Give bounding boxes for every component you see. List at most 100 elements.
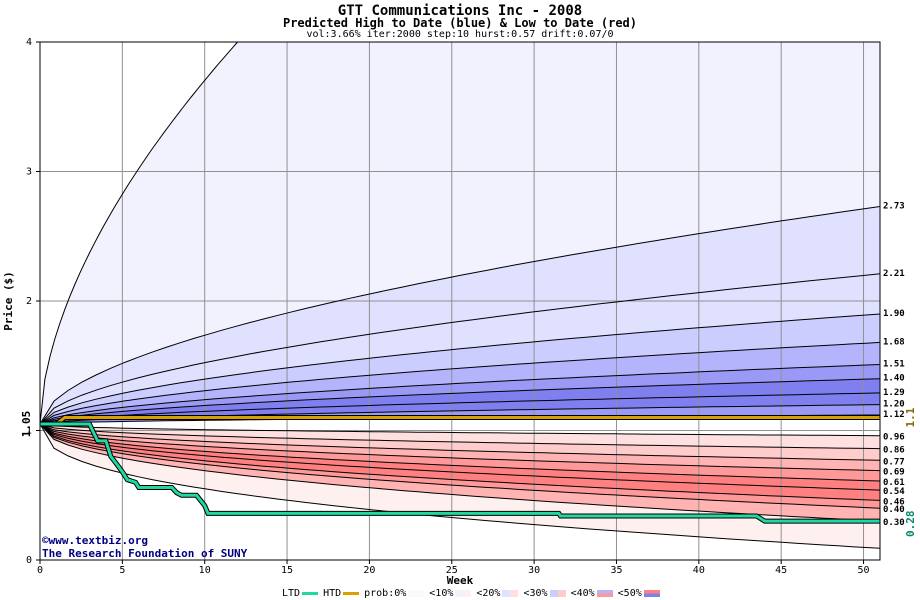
ltd-line [40, 422, 880, 523]
legend-b30: <30% [523, 588, 567, 599]
low-band-6 [40, 424, 880, 501]
low-quantile-label-3: 0.77 [883, 457, 905, 467]
y-tick-label-4: 4 [26, 37, 32, 48]
x-tick-label-5: 5 [119, 565, 125, 576]
x-axis-title: Week [447, 574, 474, 587]
high-quantile-line-7 [39, 392, 881, 425]
high-band-3 [40, 314, 880, 424]
low-band-7 [40, 424, 880, 509]
legend-htd-swatch [343, 592, 360, 595]
chart-title: GTT Communications Inc - 2008 [337, 3, 583, 19]
low-quantile-label-6: 0.54 [883, 487, 905, 497]
x-tick-label-30: 30 [528, 565, 540, 576]
legend-b50: <50% [618, 588, 662, 599]
high-quantile-line-6 [39, 378, 881, 425]
legend-b30-swatch [549, 590, 566, 597]
low-quantile-line-4 [39, 423, 881, 472]
legend-prob0-swatch [408, 590, 425, 597]
low-quantile-label-1: 0.96 [883, 433, 905, 443]
high-quantile-label-1: 2.73 [883, 201, 905, 211]
high-band-1 [40, 206, 880, 424]
high-quantile-line-4 [39, 341, 881, 425]
high-band-outer [40, 42, 880, 424]
chart-legend: LTD HTD prob:0% <10% <20% <30% [0, 588, 920, 600]
legend-b40: <40% [571, 588, 615, 599]
legend-b40-swatch [596, 590, 613, 597]
x-tick-label-15: 15 [281, 565, 293, 576]
high-quantile-line-2 [39, 273, 881, 425]
low-band-1 [40, 424, 880, 449]
low-band-3 [40, 424, 880, 471]
low-quantile-label-7: 0.46 [883, 497, 905, 507]
high-quantile-line-3 [39, 313, 881, 425]
x-tick-label-10: 10 [199, 565, 211, 576]
high-quantile-label-7: 1.29 [883, 388, 905, 398]
legend-b20: <20% [476, 588, 520, 599]
low-quantile-line-8 [39, 423, 881, 509]
low-quantile-label-5: 0.61 [883, 478, 905, 488]
low-quantile-line-7 [39, 423, 881, 501]
y-tick-label-1: 1 [26, 426, 32, 437]
legend-b50-swatch [643, 590, 660, 597]
low-quantile-line-5 [39, 423, 881, 482]
legend-htd-label: HTD [323, 588, 342, 599]
x-tick-label-40: 40 [693, 565, 705, 576]
legend-b20-swatch [502, 590, 519, 597]
legend-b20-label: <20% [476, 588, 501, 599]
extreme-high-line [39, 41, 238, 425]
x-tick-label-45: 45 [775, 565, 787, 576]
x-tick-label-20: 20 [363, 565, 375, 576]
low-quantile-label-8: 0.40 [883, 505, 905, 515]
x-tick-label-50: 50 [858, 565, 870, 576]
high-quantile-label-8: 1.20 [883, 400, 905, 410]
x-tick-label-0: 0 [37, 565, 43, 576]
high-quantile-label-6: 1.40 [883, 374, 905, 384]
low-band-8 [40, 424, 880, 522]
low-quantile-line-2 [39, 423, 881, 450]
legend-prob0-label: prob:0% [364, 588, 407, 599]
high-band-2 [40, 273, 880, 424]
legend-prob0: prob:0% [364, 588, 426, 599]
high-quantile-label-3: 1.90 [883, 309, 905, 319]
legend-b30-label: <30% [523, 588, 548, 599]
legend-ltd-swatch [302, 592, 319, 595]
extreme-low-line [39, 423, 881, 549]
low-quantile-line-3 [39, 423, 881, 461]
high-quantile-label-2: 2.21 [883, 269, 905, 279]
low-quantile-label-4: 0.69 [883, 468, 905, 478]
y-tick-label-3: 3 [26, 167, 32, 178]
chart-subtitle: Predicted High to Date (blue) & Low to D… [282, 16, 637, 30]
x-tick-label-25: 25 [446, 565, 458, 576]
legend-htd: HTD [323, 588, 361, 599]
legend-b50-label: <50% [617, 588, 642, 599]
y-tick-label-0: 0 [26, 555, 32, 566]
high-quantile-line-5 [39, 364, 881, 425]
high-quantile-line-1 [39, 206, 881, 425]
legend-ltd-label: LTD [282, 588, 301, 599]
high-quantile-label-9: 1.12 [883, 410, 905, 420]
low-quantile-label-2: 0.86 [883, 446, 905, 456]
y-tick-label-2: 2 [26, 296, 32, 307]
start-price-label: 1.05 [20, 411, 33, 438]
legend-b10-swatch [455, 590, 472, 597]
legend-b10-label: <10% [429, 588, 454, 599]
legend-b10: <10% [429, 588, 473, 599]
legend-ltd: LTD [282, 588, 320, 599]
low-quantile-line-6 [39, 423, 881, 491]
low-band-4 [40, 424, 880, 481]
ltd-value-label: 0.28 [904, 510, 917, 537]
low-quantile-label-9: 0.30 [883, 518, 905, 528]
htd-value-label: 1.1 [904, 407, 917, 427]
y-axis-title: Price ($) [2, 271, 15, 331]
high-band-6 [40, 378, 880, 424]
high-band-7 [40, 392, 880, 424]
x-tick-label-35: 35 [610, 565, 622, 576]
low-band-5 [40, 424, 880, 491]
credit-organization: The Research Foundation of SUNY [42, 547, 248, 560]
credit-website: ©www.textbiz.org [42, 534, 148, 547]
high-band-5 [40, 364, 880, 424]
high-quantile-label-4: 1.68 [883, 337, 905, 347]
high-quantile-label-5: 1.51 [883, 359, 905, 369]
